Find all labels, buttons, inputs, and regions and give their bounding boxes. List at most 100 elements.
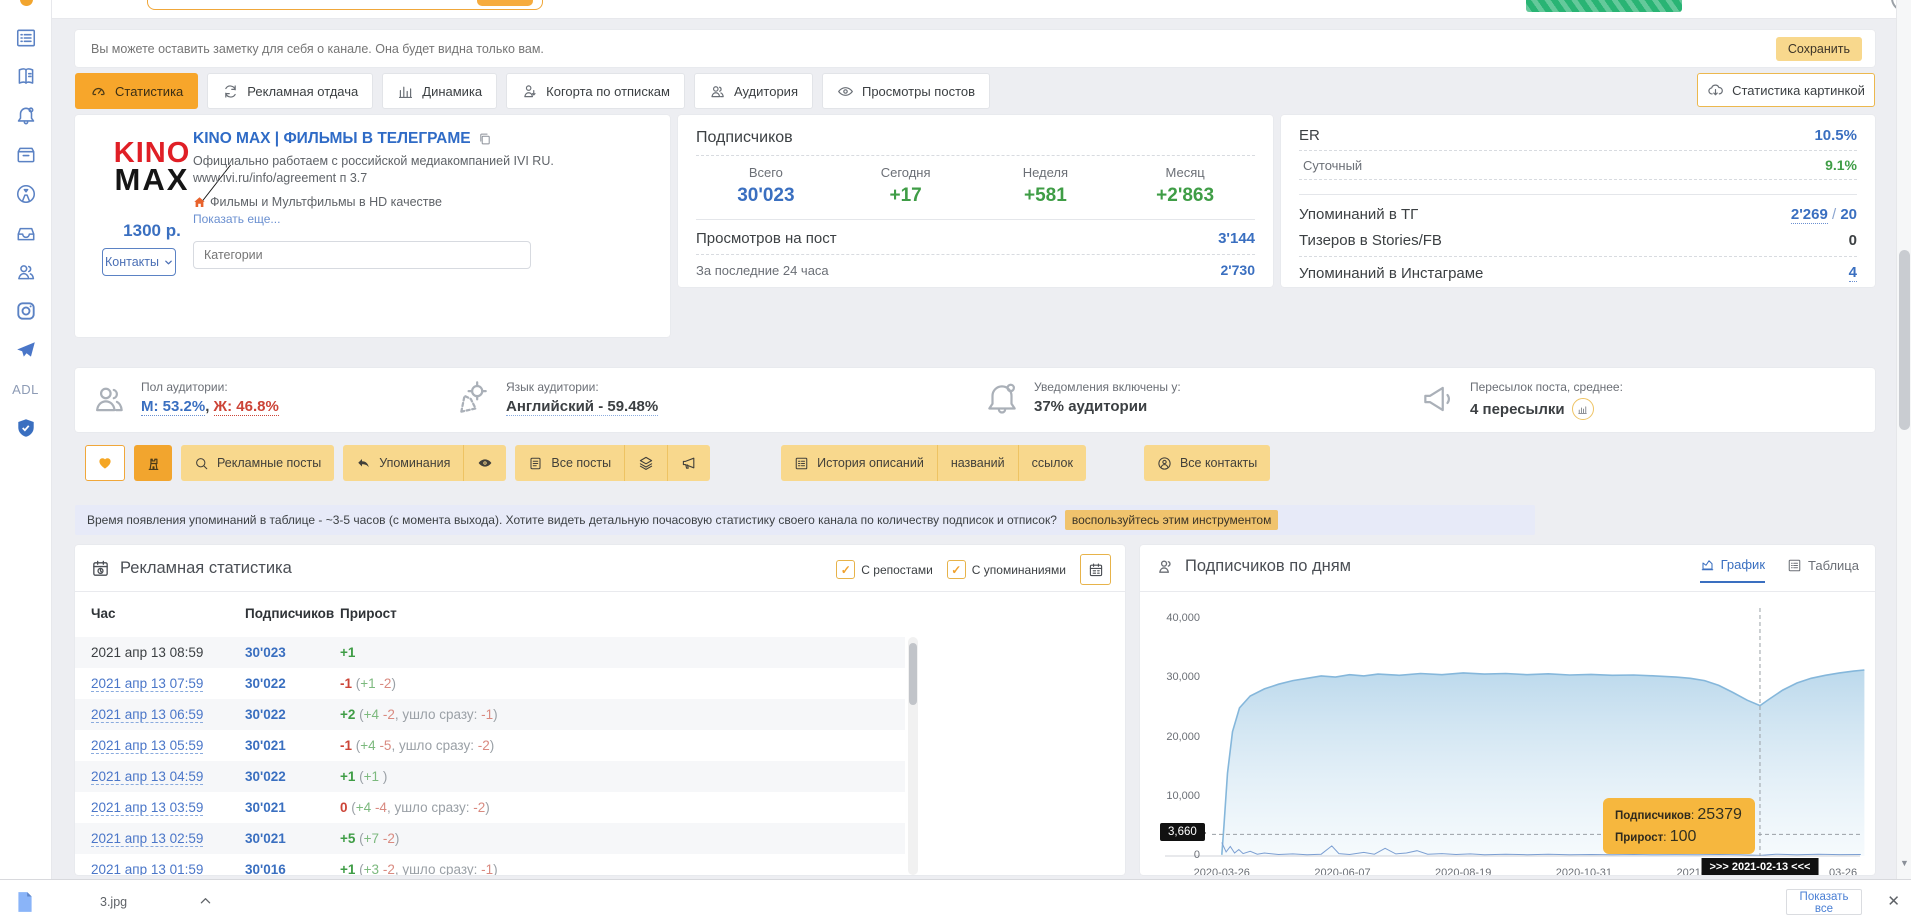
mentions-button[interactable]: Упоминания <box>343 445 463 481</box>
page-scrollbar[interactable]: ▼ <box>1896 0 1911 879</box>
views-per-post-row: Просмотров на пост 3'144 <box>696 230 1255 247</box>
stats-image-button[interactable]: Статистика картинкой <box>1697 73 1875 107</box>
list-icon[interactable] <box>14 26 38 50</box>
all-contacts-button[interactable]: Все контакты <box>1144 445 1270 481</box>
history-names-button[interactable]: названий <box>937 445 1018 481</box>
journal-icon[interactable] <box>14 65 38 89</box>
show-all-downloads-button[interactable]: Показать все <box>1786 889 1862 915</box>
calendar-button[interactable] <box>1080 554 1111 585</box>
forwards-chart-icon[interactable] <box>1572 398 1594 420</box>
mentions-eye-button[interactable] <box>463 445 506 481</box>
download-file-name[interactable]: 3.jpg <box>100 895 127 909</box>
eye-icon <box>837 83 854 100</box>
views-24h-row: За последние 24 часа 2'730 <box>696 262 1255 278</box>
save-button[interactable]: Сохранить <box>1776 37 1862 61</box>
tool-link[interactable]: воспользуйтесь этим инструментом <box>1065 510 1278 530</box>
hour-link[interactable]: 2021 апр 13 01:59 <box>91 862 203 875</box>
hour-link[interactable]: 2021 апр 13 02:59 <box>91 831 203 847</box>
hour-link[interactable]: 2021 апр 13 05:59 <box>91 738 203 754</box>
col-growth: Прирост <box>340 606 905 621</box>
ad-stats-card: Рекламная статистика ✓ С репостами ✓ С у… <box>75 545 1125 875</box>
growth-value: +2 (+4 -2, ушло сразу: -1) <box>340 707 905 722</box>
contacts-icon <box>1157 456 1172 471</box>
archive-icon[interactable] <box>14 143 38 167</box>
y-axis-label: 20,000 <box>1154 731 1200 743</box>
megaphone-button[interactable] <box>667 445 710 481</box>
tab-audience[interactable]: Аудитория <box>694 73 813 109</box>
page-scrollbar-thumb[interactable] <box>1899 250 1910 430</box>
ad-stats-header: Рекламная статистика ✓ С репостами ✓ С у… <box>75 545 1125 592</box>
badge-button[interactable] <box>134 445 172 481</box>
layers-button[interactable] <box>624 445 667 481</box>
language-link[interactable]: Английский - 59.48% <box>506 398 658 416</box>
ad-stats-title: Рекламная статистика <box>120 559 292 578</box>
bell-icon[interactable] <box>14 104 38 128</box>
channel-card: KINO MAX 1300 р. Контакты KINO MAX | ФИЛ… <box>75 115 670 337</box>
er-card: ER 10.5% Суточный 9.1% Упоминаний в ТГ 2… <box>1281 115 1875 287</box>
users-icon[interactable] <box>14 260 38 284</box>
audience-card: Пол аудитории: М: 53.2%, Ж: 46.8% Язык а… <box>75 368 1875 432</box>
reply-icon <box>356 456 371 471</box>
tab-post-views[interactable]: Просмотры постов <box>822 73 990 109</box>
notifications-block: Уведомления включены у: 37% аудитории <box>983 380 1181 418</box>
er-row: ER 10.5% <box>1299 127 1857 144</box>
map-pin-icon <box>455 380 493 418</box>
y-axis-label: 10,000 <box>1154 790 1200 802</box>
hour-link[interactable]: 2021 апр 13 03:59 <box>91 800 203 816</box>
all-posts-button[interactable]: Все посты <box>515 445 624 481</box>
sidebar: ADL <box>0 0 52 879</box>
megaphone-small-icon <box>681 455 697 471</box>
tab-cohort-unsubs[interactable]: Когорта по отпискам <box>506 73 685 109</box>
manager-icon[interactable] <box>14 182 38 206</box>
telegram-icon[interactable] <box>14 338 38 362</box>
tab-statistics[interactable]: Статистика <box>75 73 198 109</box>
search-button-partial[interactable] <box>477 0 533 6</box>
show-more-link[interactable]: Показать еще... <box>193 212 280 226</box>
hour-link[interactable]: 2021 апр 13 06:59 <box>91 707 203 723</box>
subscribers-value: 30'021 <box>245 800 340 815</box>
ad-posts-button[interactable]: Рекламные посты <box>181 445 334 481</box>
shield-icon[interactable] <box>14 416 38 440</box>
chevron-up-icon[interactable] <box>200 897 211 905</box>
hour-link[interactable]: 2021 апр 13 07:59 <box>91 676 203 692</box>
categories-input[interactable] <box>193 241 531 269</box>
history-descriptions-button[interactable]: История описаний <box>781 445 937 481</box>
close-downloads-icon[interactable]: ✕ <box>1887 892 1900 910</box>
channel-title[interactable]: KINO MAX | ФИЛЬМЫ В ТЕЛЕГРАМЕ <box>193 130 492 148</box>
insta-mentions-link[interactable]: 4 <box>1849 264 1857 282</box>
tg-mentions-link[interactable]: 2'269 <box>1791 206 1828 224</box>
subs-week: Неделя+581 <box>976 165 1116 207</box>
table-row: 2021 апр 13 05:5930'021-1 (+4 -5, ушло с… <box>75 730 905 761</box>
table-row: 2021 апр 13 03:59 30'0210 (+4 -4, ушло ср… <box>75 792 905 823</box>
gender-male-link[interactable]: М: 53.2% <box>141 398 205 416</box>
tab-dynamics[interactable]: Динамика <box>382 73 497 109</box>
contacts-select[interactable]: Контакты <box>102 248 176 276</box>
subscribers-chart[interactable]: 010,00020,00030,00040,0002020-03-262020-… <box>1140 545 1875 875</box>
reposts-checkbox[interactable]: ✓ С репостами <box>836 560 933 579</box>
table-row: 2021 апр 13 08:5930'023+1 <box>75 637 905 668</box>
history-links-button[interactable]: ссылок <box>1018 445 1086 481</box>
tab-ad-return[interactable]: Рекламная отдача <box>207 73 373 109</box>
scroll-down-arrow[interactable]: ▼ <box>1900 858 1909 868</box>
insta-row: Упоминаний в Инстаграме 4 <box>1299 264 1857 282</box>
favorite-button[interactable] <box>85 445 125 481</box>
y-axis-label: 40,000 <box>1154 612 1200 624</box>
table-scrollbar-thumb[interactable] <box>909 643 917 705</box>
table-row: 2021 апр 13 02:5930'021+5 (+7 -2) <box>75 823 905 854</box>
growth-value: 0 (+4 -4, ушло сразу: -2) <box>340 800 905 815</box>
top-header-strip <box>52 0 1896 19</box>
subs-total: Всего30'023 <box>696 165 836 207</box>
hour-link[interactable]: 2021 апр 13 04:59 <box>91 769 203 785</box>
note-input[interactable] <box>75 41 1875 57</box>
instagram-icon[interactable] <box>14 299 38 323</box>
copy-icon[interactable] <box>478 132 492 146</box>
search-input-partial[interactable] <box>147 0 543 10</box>
gender-female-link[interactable]: Ж: 46.8% <box>214 398 279 416</box>
adl-label[interactable]: ADL <box>14 377 38 401</box>
table-scrollbar[interactable] <box>908 637 918 875</box>
table-header-row: Час Подписчиков Прирост <box>75 595 905 631</box>
inbox-icon[interactable] <box>14 221 38 245</box>
table-row: 2021 апр 13 04:5930'022+1 (+1 ) <box>75 761 905 792</box>
mentions-checkbox[interactable]: ✓ С упоминаниями <box>947 560 1066 579</box>
growth-value: +5 (+7 -2) <box>340 831 905 846</box>
